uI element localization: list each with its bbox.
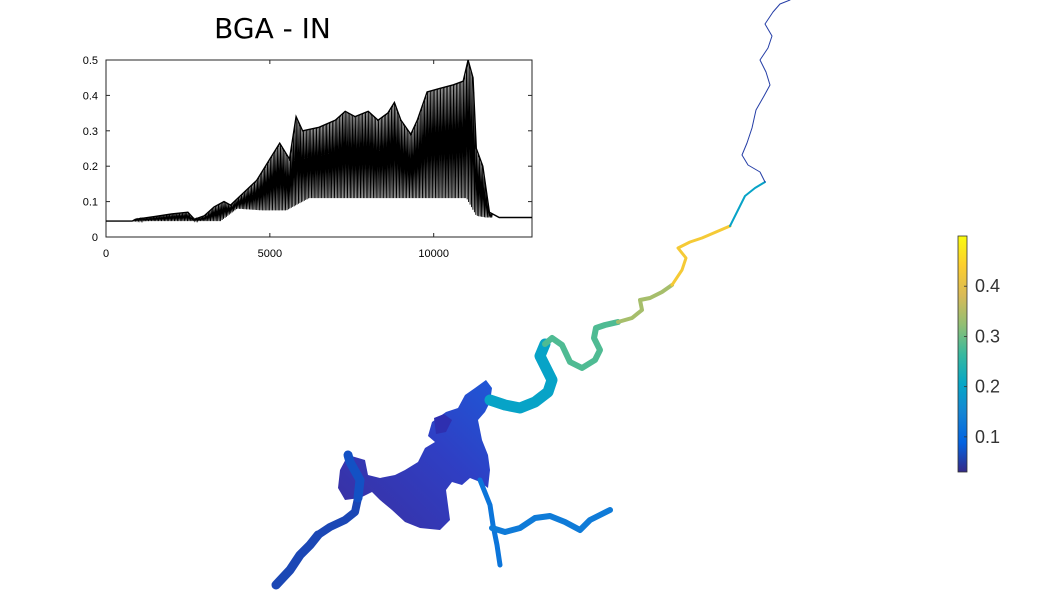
- river-segment: [542, 319, 621, 371]
- river-segment: [616, 283, 674, 324]
- river-map: [271, 0, 791, 590]
- colorbar-tick-label: 0.3: [975, 326, 1000, 346]
- river-segment: [477, 477, 503, 568]
- reservoir-lake: [338, 380, 492, 530]
- x-axis: 0 5000 10000: [103, 60, 449, 260]
- line-plot: 0 0.1 0.2 0.3 0.4 0.5 0 5000 10000: [83, 55, 533, 260]
- river-segment: [729, 181, 766, 227]
- bga-envelope: [106, 59, 532, 222]
- bga-series: [106, 59, 532, 223]
- colorbar-ticks: 0.1 0.2 0.3 0.4: [964, 276, 1000, 447]
- colorbar-tick-label: 0.4: [975, 276, 1000, 296]
- river-channels: [271, 0, 791, 590]
- colorbar-tick-label: 0.2: [975, 377, 1000, 397]
- x-tick-label: 5000: [258, 248, 282, 260]
- river-segment: [314, 494, 362, 539]
- y-tick-label: 0.3: [83, 126, 98, 138]
- colorbar-tick-label: 0.1: [975, 427, 1000, 447]
- y-tick-label: 0: [92, 232, 98, 244]
- river-segment: [484, 338, 558, 414]
- y-tick-label: 0.2: [83, 161, 98, 173]
- river-segment: [741, 0, 791, 183]
- river-segment: [670, 224, 732, 287]
- colorbar: 0.1 0.2 0.3 0.4: [957, 235, 1000, 473]
- y-axis: 0 0.1 0.2 0.3 0.4 0.5: [83, 55, 532, 244]
- y-tick-label: 0.5: [83, 55, 98, 67]
- x-tick-label: 10000: [418, 248, 449, 260]
- chart-title: BGA - IN: [214, 12, 331, 45]
- x-tick-label: 0: [103, 248, 109, 260]
- y-tick-label: 0.1: [83, 197, 98, 209]
- bga-line: [106, 60, 532, 223]
- y-tick-label: 0.4: [83, 90, 98, 102]
- river-segment: [271, 530, 323, 590]
- river-segment: [489, 507, 613, 535]
- river-segment: [343, 450, 365, 503]
- lake-arm: [434, 414, 452, 434]
- colorbar-gradient: [957, 235, 968, 473]
